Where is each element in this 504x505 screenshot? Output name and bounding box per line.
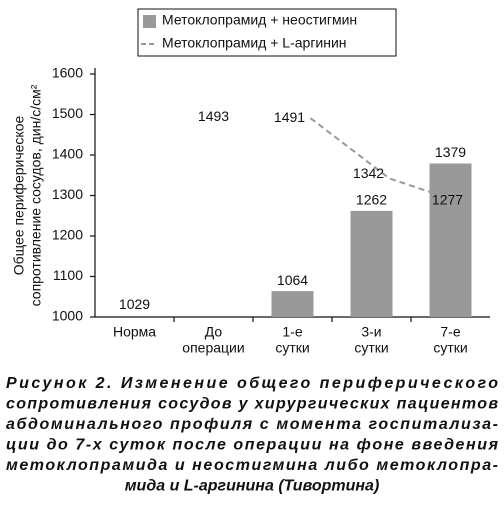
x-tick-label: операции xyxy=(182,340,244,356)
x-tick-label: сутки xyxy=(275,340,309,356)
x-tick-label: 3-и xyxy=(361,324,381,340)
y-tick-label: 1300 xyxy=(52,186,83,202)
x-tick-label: До xyxy=(205,324,223,340)
x-tick-label: сутки xyxy=(433,340,467,356)
line-value-label: 1491 xyxy=(274,109,305,125)
y-tick-label: 1200 xyxy=(52,227,83,243)
value-label: 1029 xyxy=(119,296,150,312)
x-tick-label: 1-е xyxy=(282,324,302,340)
bar-value-label: 1262 xyxy=(356,192,387,208)
bar xyxy=(350,210,393,317)
legend-label: Метоклопрамид + неостигмин xyxy=(162,12,357,28)
caption-line: ции до 7-х суток после операции на фоне … xyxy=(6,437,499,454)
y-tick-label: 1500 xyxy=(52,105,83,121)
caption-line: Рисунок 2. Изменение общего периферическ… xyxy=(6,375,498,392)
y-tick-label: 1100 xyxy=(53,267,83,283)
line-value-label: 1277 xyxy=(432,192,463,208)
y-axis-label: сопротивление сосудов, дин/с/см² xyxy=(28,84,44,306)
caption-line: метоклопрамида и неостигмина либо метокл… xyxy=(6,457,498,474)
y-axis-label: Общее периферическое xyxy=(11,116,27,276)
line-value-label: 1342 xyxy=(353,165,384,181)
x-tick-label: 7-е xyxy=(440,324,460,340)
bar xyxy=(429,163,472,317)
y-tick-label: 1000 xyxy=(52,308,83,324)
y-tick-label: 1600 xyxy=(52,65,83,81)
legend-label: Метоклопрамид + L-аргинин xyxy=(162,35,347,51)
caption-line: сопротивления сосудов у хирургических па… xyxy=(6,396,498,413)
y-tick-label: 1400 xyxy=(52,146,83,162)
caption-line: мида и L-аргинина (Тивортина) xyxy=(125,478,380,495)
value-label: 1493 xyxy=(198,108,229,124)
legend-swatch xyxy=(143,15,156,28)
bar-value-label: 1064 xyxy=(277,272,308,288)
bar-value-label: 1379 xyxy=(435,144,466,160)
x-tick-label: сутки xyxy=(354,340,388,356)
x-tick-label: Норма xyxy=(113,324,156,340)
caption-line: абдоминального профиля с момента госпита… xyxy=(6,416,498,433)
bar xyxy=(271,291,314,317)
legend-box xyxy=(137,8,397,57)
line xyxy=(309,117,469,206)
